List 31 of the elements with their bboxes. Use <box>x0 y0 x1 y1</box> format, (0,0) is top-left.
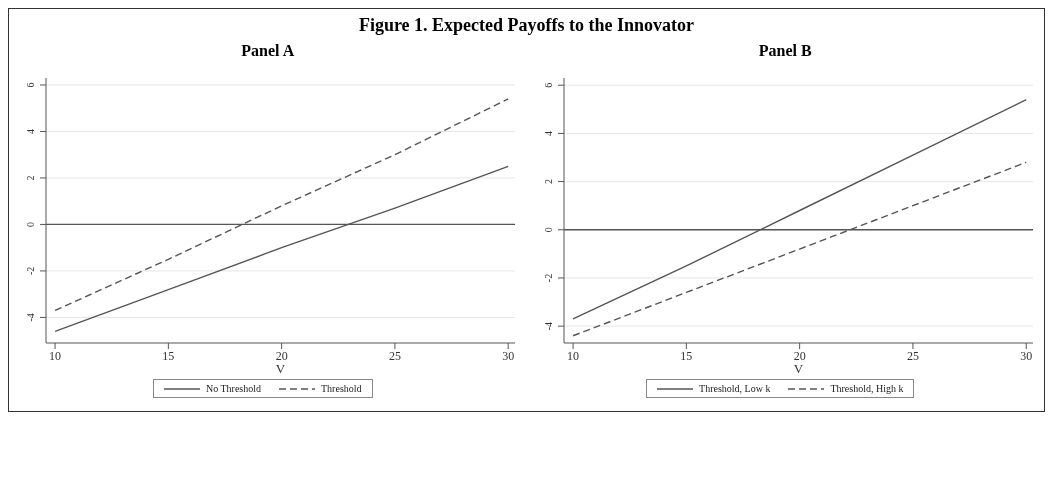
y-tick-label: -4 <box>542 321 554 331</box>
x-tick-label: 10 <box>49 348 62 363</box>
x-tick-label: 30 <box>502 348 515 363</box>
y-tick-label: -2 <box>542 273 554 283</box>
y-tick-label: 2 <box>542 179 554 185</box>
x-tick-label: 25 <box>906 348 919 363</box>
x-tick-label: 30 <box>1019 348 1032 363</box>
legend-label: Threshold, High k <box>829 383 904 394</box>
caption: Figure 1. Expected Payoffs to the Innovator <box>357 15 696 36</box>
y-tick-label: 4 <box>25 128 37 134</box>
y-tick-label: 6 <box>25 82 37 88</box>
y-tick-label: -4 <box>25 313 37 322</box>
y-tick-label: 0 <box>25 221 37 227</box>
legend-label: No Threshold <box>204 383 262 394</box>
y-tick-label: 0 <box>542 227 554 233</box>
x-axis-title: V <box>793 361 804 376</box>
x-tick-label: 15 <box>680 348 693 363</box>
x-axis-title: V <box>276 361 287 376</box>
x-tick-label: 20 <box>275 348 288 363</box>
chart-title: Panel A <box>240 42 296 61</box>
y-tick-label: 6 <box>542 82 554 88</box>
legend-label: Threshold <box>320 383 362 394</box>
chart-title: Panel B <box>757 42 813 61</box>
x-tick-label: 20 <box>793 348 806 363</box>
legend-label: Threshold, Low k <box>698 383 771 394</box>
y-tick-label: 2 <box>25 175 37 181</box>
y-tick-label: 4 <box>542 130 554 136</box>
x-tick-label: 10 <box>566 348 579 363</box>
x-tick-label: 15 <box>162 348 175 363</box>
y-tick-label: -2 <box>25 266 37 276</box>
x-tick-label: 25 <box>389 348 402 363</box>
